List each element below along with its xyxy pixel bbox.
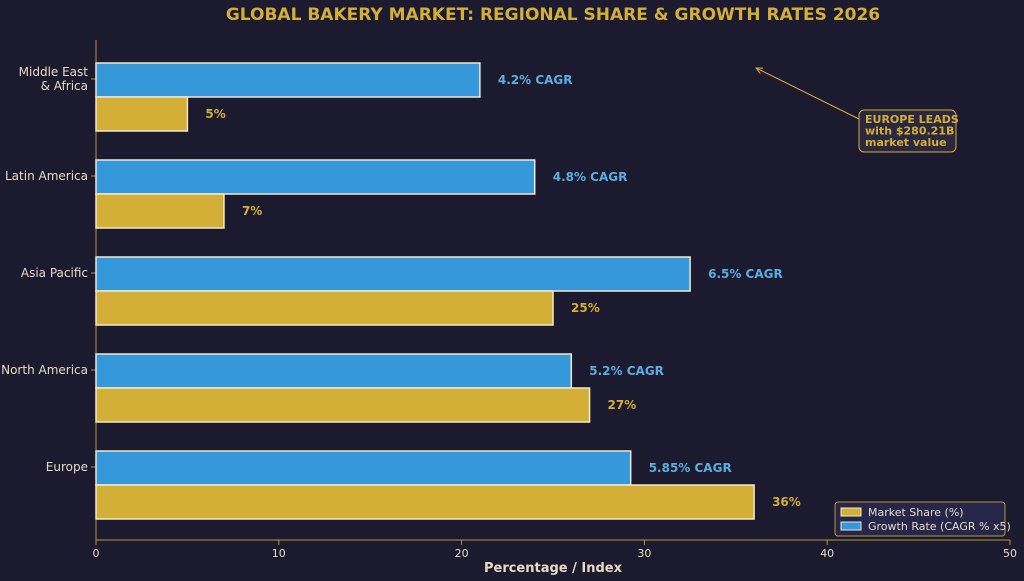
share-bar [95,484,755,520]
category-label: Middle East & Africa [19,65,89,93]
legend-entry: Growth Rate (CAGR % x5) [868,520,1011,533]
x-tick-label: 40 [820,547,834,560]
share-bar [95,96,189,132]
growth-bar [95,62,481,98]
share-bar [95,193,225,229]
category-label: Europe [46,460,88,474]
share-bar [95,290,554,326]
legend-swatch [840,521,862,531]
share-bar [95,387,591,423]
growth-bar [95,450,632,486]
share-data-label: 27% [608,398,637,412]
plot-area: 0 10 20 30 40 50 Middle East & Africa 4.2% CAGR 5… [1,40,1017,560]
growth-data-label: 4.8% CAGR [553,170,628,184]
x-tick-label: 30 [637,547,651,560]
x-tick-label: 10 [272,547,286,560]
share-data-label: 7% [242,204,262,218]
legend-entry: Market Share (%) [868,506,964,519]
growth-data-label: 5.85% CAGR [649,461,732,475]
annotation-box [858,109,957,153]
annotation-arrow [755,67,860,120]
growth-data-label: 5.2% CAGR [589,364,664,378]
share-data-label: 25% [571,301,600,315]
x-axis-label: Percentage / Index [484,561,623,576]
share-data-label: 36% [772,495,801,509]
growth-bar [95,159,536,195]
annotation-arrowhead [755,67,764,74]
category-label: Latin America [5,169,88,183]
legend: Market Share (%)Growth Rate (CAGR % x5) [834,501,1011,537]
annotation-text: EUROPE LEADS with $280.21B market value [865,113,959,149]
growth-bar [95,353,573,389]
legend-box [834,501,1006,537]
growth-data-label: 6.5% CAGR [708,267,783,281]
growth-data-label: 4.2% CAGR [498,73,573,87]
x-tick-label: 50 [1003,547,1017,560]
growth-bar [95,256,691,292]
annotation: EUROPE LEADS with $280.21B market value [755,67,959,153]
legend-swatch [840,507,862,517]
category-label: North America [1,363,88,377]
x-tick-label: 0 [93,547,100,560]
category-label: Asia Pacific [21,266,88,280]
x-tick-label: 20 [455,547,469,560]
chart-title: GLOBAL BAKERY MARKET: REGIONAL SHARE & G… [226,5,880,25]
share-data-label: 5% [205,107,225,121]
